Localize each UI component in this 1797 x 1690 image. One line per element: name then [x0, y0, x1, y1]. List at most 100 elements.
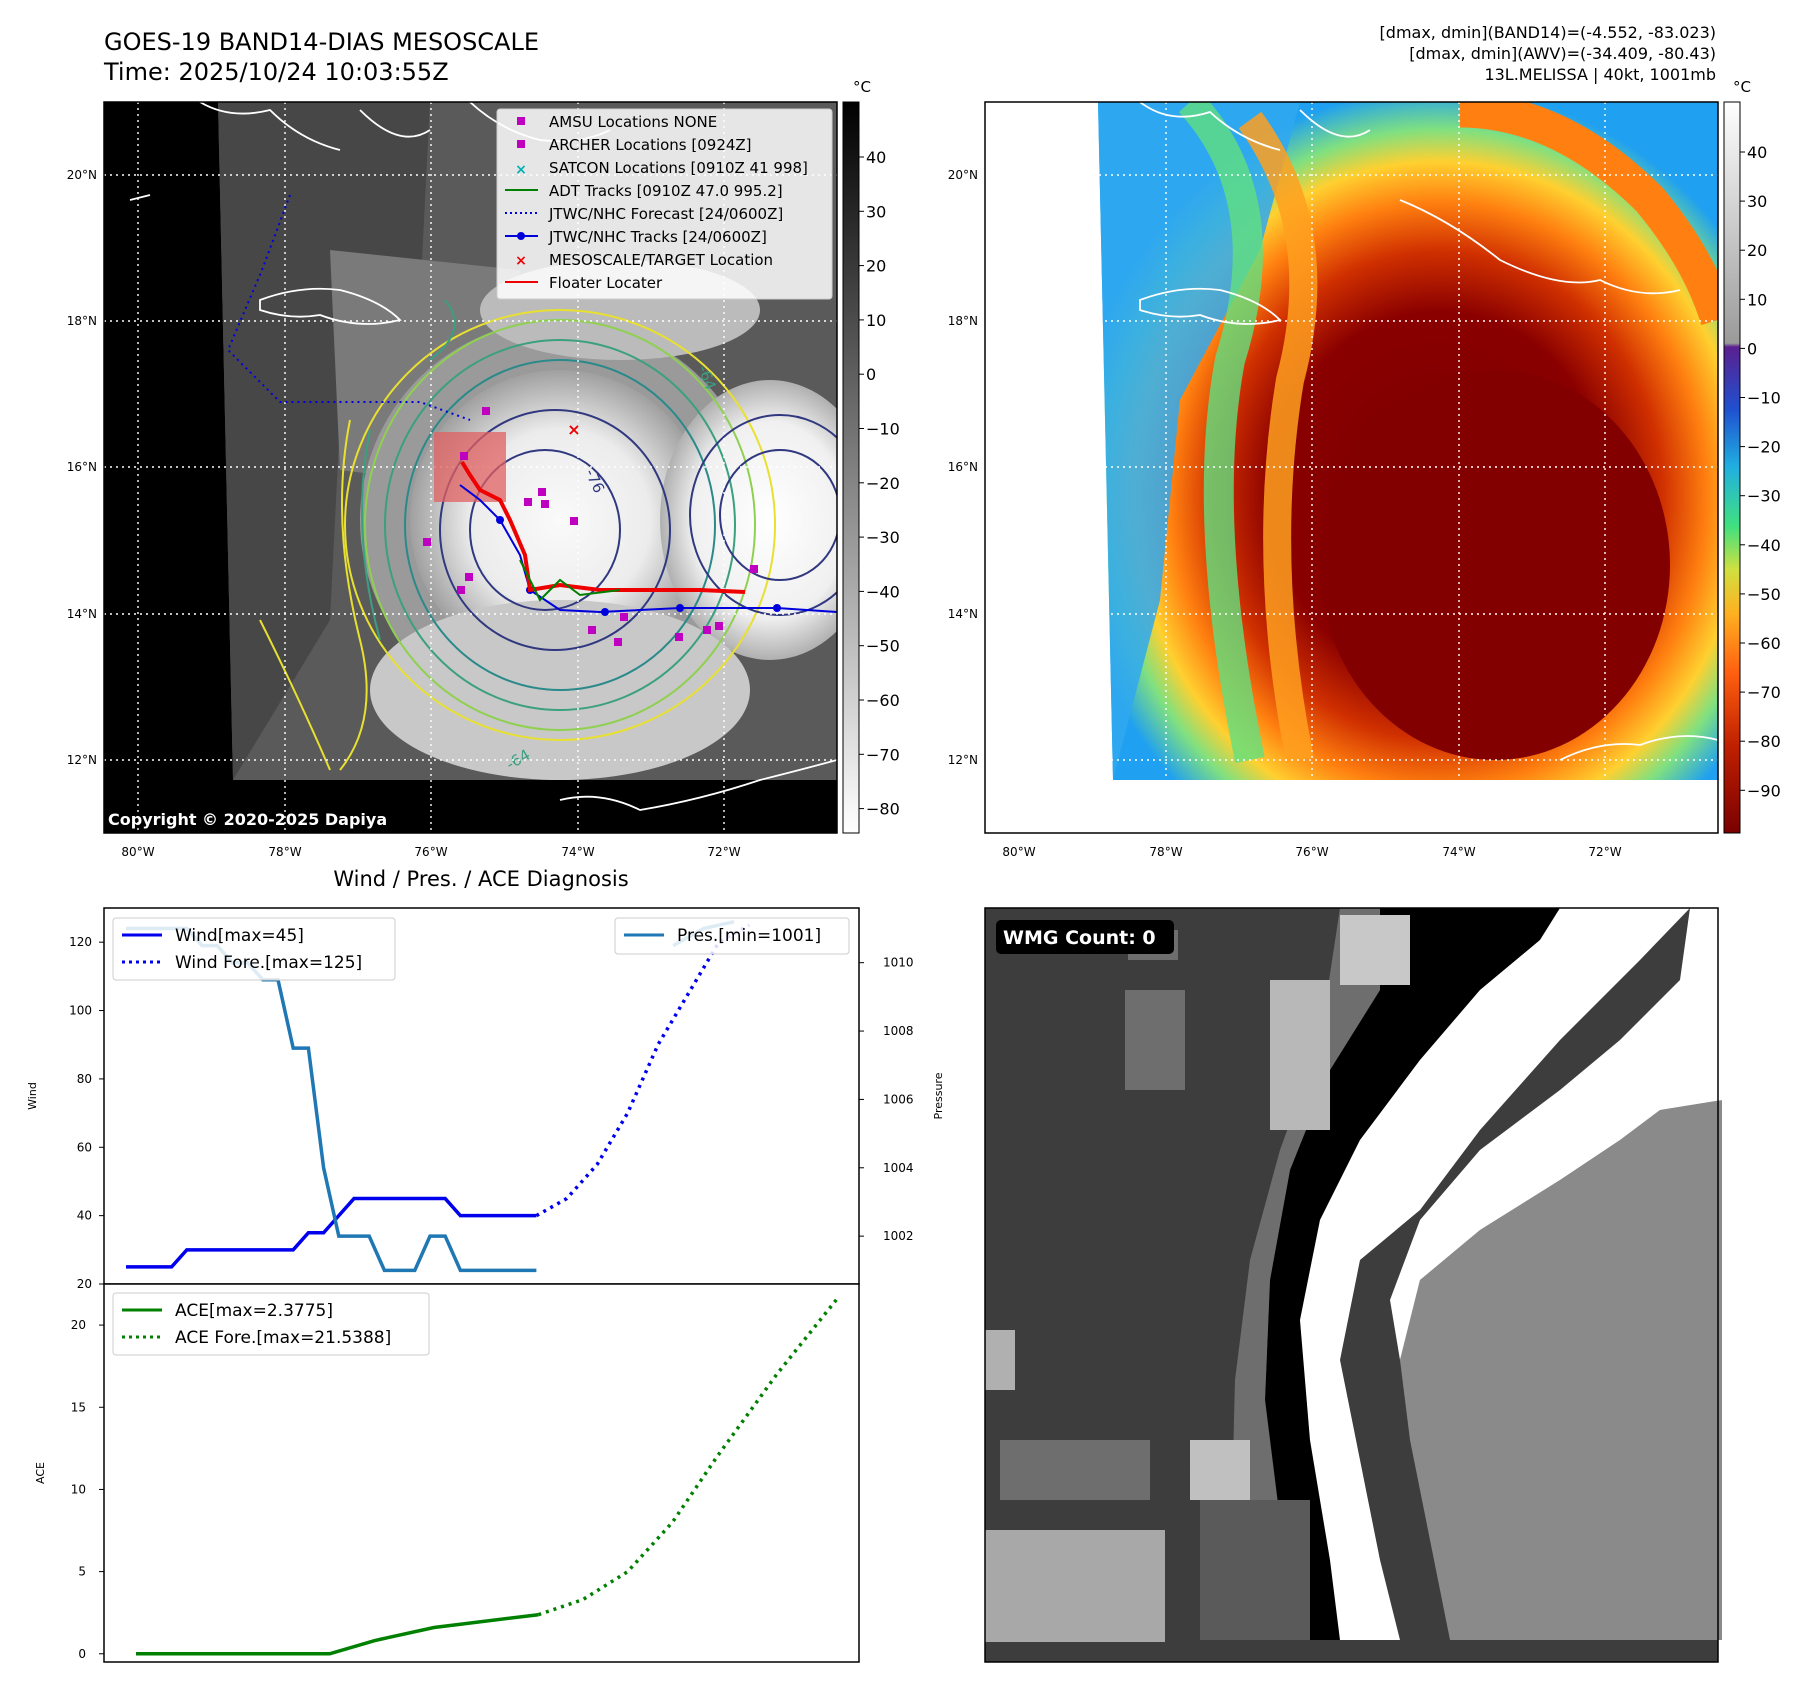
pressure-tick-label: 1008 [883, 1024, 914, 1038]
lon2-tick-74w: 74°W [1442, 845, 1475, 859]
legend-wind: Wind[max=45] [175, 926, 304, 946]
legend-wind-fore: Wind Fore.[max=125] [175, 953, 362, 973]
color-colorbar-tick: −80 [1747, 732, 1781, 751]
lon-tick-74w: 74°W [561, 845, 594, 859]
wind-tick-label: 80 [77, 1072, 92, 1086]
pressure-tick-label: 1010 [883, 956, 914, 970]
gray-colorbar-tick: −70 [866, 745, 900, 764]
color-colorbar-tick: −10 [1747, 389, 1781, 408]
wmg-panel: WMG Count: 0 [984, 907, 1722, 1663]
series-line-1 [535, 923, 751, 1218]
gray-colorbar-tick: −50 [866, 637, 900, 656]
legend-marker-archer [517, 140, 525, 148]
lat2-tick-20n: 20°N [948, 168, 978, 182]
lon-tick-72w: 72°W [707, 845, 740, 859]
pressure-tick-label: 1004 [883, 1161, 914, 1175]
color-colorbar-tick: 20 [1747, 241, 1767, 260]
lat-tick-16n: 16°N [67, 460, 97, 474]
legend-item-forecast: JTWC/NHC Forecast [24/0600Z] [548, 205, 783, 223]
ace-tick-label: 0 [78, 1647, 86, 1661]
pressure-legend: Pres.[min=1001] [614, 917, 850, 955]
wmg-count-label: WMG Count: 0 [1003, 927, 1156, 949]
lat-tick-14n: 14°N [67, 607, 97, 621]
lon2-tick-76w: 76°W [1295, 845, 1328, 859]
gray-colorbar-unit: °C [853, 78, 871, 96]
lat-tick-18n: 18°N [67, 314, 97, 328]
legend-marker-target: × [515, 253, 527, 269]
ace-tick-label: 10 [71, 1482, 86, 1496]
legend-marker-amsu [517, 117, 525, 125]
awv-map-lat-ticks: 20°N 18°N 16°N 14°N 12°N [948, 168, 978, 767]
wind-tick-label: 20 [77, 1277, 92, 1291]
lon-tick-78w: 78°W [268, 845, 301, 859]
gray-colorbar-tick: −60 [866, 691, 900, 710]
color-colorbar: °C 40 30 20 10 0 −10 −20 −30 −40 −50 −60 −70 −80 −90 [1723, 78, 1781, 834]
gray-colorbar-tick: 0 [866, 365, 876, 384]
ace-chart: ACE 0 5 10 15 20 ACE[max=2.3775] ACE Fore.[m… [34, 1283, 860, 1663]
lon2-tick-80w: 80°W [1002, 845, 1035, 859]
color-colorbar-tick: −20 [1747, 438, 1781, 457]
pressure-axis-label: Pressure [932, 1072, 945, 1119]
figure-title-line1: GOES-19 BAND14-DIAS MESOSCALE [104, 28, 539, 56]
stats-line3: 13L.MELISSA | 40kt, 1001mb [1484, 65, 1716, 84]
awv-map-lon-ticks: 80°W 78°W 76°W 74°W 72°W [1002, 845, 1621, 859]
wmg-count-badge [996, 920, 1174, 954]
legend-item-target: MESOSCALE/TARGET Location [549, 251, 773, 269]
color-colorbar-tick: −30 [1747, 487, 1781, 506]
gray-colorbar: °C 40 30 20 10 0 −10 −20 −30 −40 −50 −60 −70 −80 [842, 78, 900, 834]
ir-map-lon-ticks: 80°W 78°W 76°W 74°W 72°W [121, 845, 740, 859]
gray-colorbar-tick: −20 [866, 474, 900, 493]
legend-item-satcon: SATCON Locations [0910Z 41 998] [549, 159, 808, 177]
wind-axis-label: Wind [26, 1082, 39, 1110]
wind-legend: Wind[max=45] Wind Fore.[max=125] [112, 917, 396, 981]
legend-item-amsu: AMSU Locations NONE [549, 113, 717, 131]
lon2-tick-72w: 72°W [1588, 845, 1621, 859]
lon2-tick-78w: 78°W [1149, 845, 1182, 859]
gray-colorbar-tick: 40 [866, 148, 886, 167]
wind-tick-label: 100 [69, 1004, 92, 1018]
ace-axis-label: ACE [34, 1462, 47, 1484]
legend-ace: ACE[max=2.3775] [175, 1301, 333, 1321]
gray-colorbar-tick: 30 [866, 202, 886, 221]
legend-item-archer: ARCHER Locations [0924Z] [549, 136, 752, 154]
lat2-tick-16n: 16°N [948, 460, 978, 474]
ace-legend: ACE[max=2.3775] ACE Fore.[max=21.5388] [112, 1292, 430, 1356]
color-colorbar-tick: −50 [1747, 585, 1781, 604]
stats-line2: [dmax, dmin](AWV)=(-34.409, -80.43) [1409, 44, 1716, 63]
color-colorbar-tick: 30 [1747, 192, 1767, 211]
gray-colorbar-tick: 10 [866, 311, 886, 330]
legend-item-tracks: JTWC/NHC Tracks [24/0600Z] [548, 228, 767, 246]
stats-line1: [dmax, dmin](BAND14)=(-4.552, -83.023) [1380, 23, 1716, 42]
color-colorbar-tick: 10 [1747, 290, 1767, 309]
lat2-tick-12n: 12°N [948, 753, 978, 767]
wind-tick-label: 60 [77, 1140, 92, 1154]
color-colorbar-tick: −70 [1747, 683, 1781, 702]
map-legend: AMSU Locations NONE ARCHER Locations [09… [496, 108, 833, 300]
legend-item-adt: ADT Tracks [0910Z 47.0 995.2] [549, 182, 783, 200]
gray-colorbar-tick: −30 [866, 528, 900, 547]
pressure-tick-label: 1006 [883, 1092, 914, 1106]
ir-map-panel: -76 -64 -64 [67, 101, 838, 859]
gray-colorbar-tick: 20 [866, 257, 886, 276]
color-colorbar-tick: −40 [1747, 536, 1781, 555]
color-colorbar-unit: °C [1733, 78, 1751, 96]
legend-pres: Pres.[min=1001] [677, 926, 821, 946]
series-line-0 [126, 1196, 537, 1269]
wind-tick-label: 120 [69, 935, 92, 949]
lat-tick-12n: 12°N [67, 753, 97, 767]
ace-tick-label: 5 [78, 1565, 86, 1579]
gray-colorbar-tick: −40 [866, 582, 900, 601]
ace-series-line-0 [136, 1612, 539, 1656]
color-colorbar-tick: 40 [1747, 143, 1767, 162]
lon-tick-80w: 80°W [121, 845, 154, 859]
wind-tick-label: 40 [77, 1209, 92, 1223]
color-colorbar-tick: −60 [1747, 634, 1781, 653]
diagnosis-title: Wind / Pres. / ACE Diagnosis [333, 867, 628, 891]
gray-colorbar-tick: −10 [866, 420, 900, 439]
lat-tick-20n: 20°N [67, 168, 97, 182]
ir-map-lat-ticks: 20°N 18°N 16°N 14°N 12°N [67, 168, 97, 767]
color-colorbar-tick: −90 [1747, 781, 1781, 800]
lon-tick-76w: 76°W [414, 845, 447, 859]
gray-colorbar-tick: −80 [866, 800, 900, 819]
